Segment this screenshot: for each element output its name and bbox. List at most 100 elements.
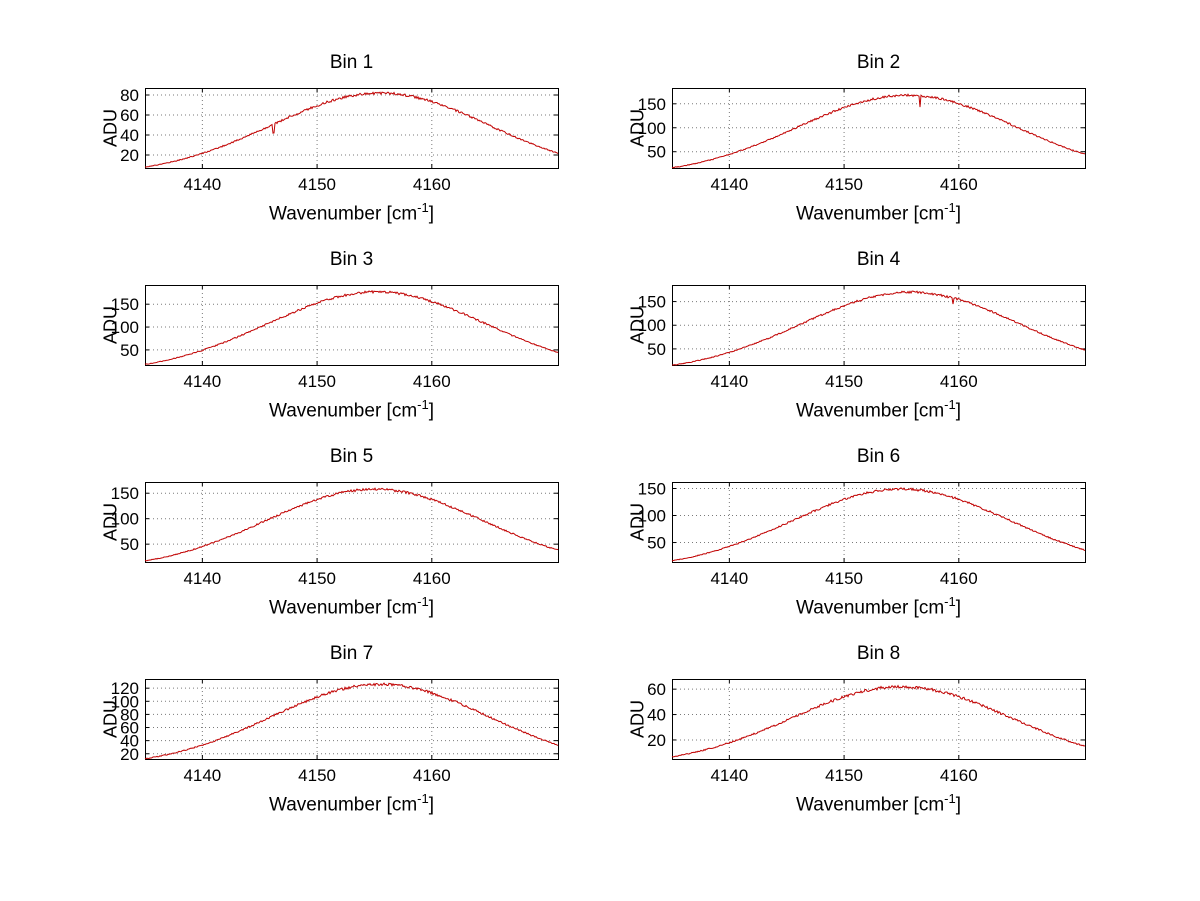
y-tick-label: 150 bbox=[638, 293, 666, 312]
y-tick-label: 100 bbox=[638, 507, 666, 526]
x-axis-label-text: Wavenumber [cm bbox=[795, 203, 945, 225]
x-tick-label: 4150 bbox=[825, 175, 863, 194]
x-tick-label: 4160 bbox=[940, 372, 978, 391]
x-tick-label: 4160 bbox=[940, 766, 978, 785]
subplot-bin-8: Bin 8 ADU 4140 4150 4160 20 40 60 Wavenumber … bbox=[592, 641, 1122, 833]
x-axis-label-close: ] bbox=[428, 794, 434, 816]
x-tick-label: 4160 bbox=[413, 372, 451, 391]
x-tick-label: 4140 bbox=[710, 175, 748, 194]
x-axis-label: Wavenumber [cm-1] bbox=[145, 200, 558, 225]
x-tick-label: 4150 bbox=[298, 175, 336, 194]
x-tick-label: 4150 bbox=[825, 569, 863, 588]
spectrum-curve bbox=[671, 684, 1086, 758]
y-tick-label: 100 bbox=[638, 316, 666, 335]
y-tick-label: 50 bbox=[647, 143, 666, 162]
subplot-bin-7: Bin 7 ADU 4140 4150 4160 20 40 60 80 100 120 Wav… bbox=[65, 641, 595, 833]
plot-area: 4140 4150 4160 20 40 60 bbox=[647, 679, 1086, 785]
x-axis-label-exponent: -1 bbox=[944, 200, 956, 215]
x-axis-label-close: ] bbox=[428, 597, 434, 619]
plot-area: 4140 4150 4160 50 100 150 bbox=[638, 285, 1086, 391]
x-axis-label-exponent: -1 bbox=[417, 594, 429, 609]
plot-area: 4140 4150 4160 50 100 150 bbox=[111, 482, 559, 588]
x-tick-label: 4150 bbox=[825, 372, 863, 391]
subplot-bin-2: Bin 2 ADU 4140 4150 4160 50 100 150 Wavenumbe… bbox=[592, 50, 1122, 242]
x-tick-label: 4140 bbox=[710, 766, 748, 785]
y-tick-label: 150 bbox=[638, 95, 666, 114]
y-tick-label: 60 bbox=[120, 106, 139, 125]
x-axis-label-close: ] bbox=[428, 203, 434, 225]
x-axis-label: Wavenumber [cm-1] bbox=[145, 594, 558, 619]
y-tick-label: 80 bbox=[120, 86, 139, 105]
spectrum-curve bbox=[144, 487, 559, 562]
plot-title: Bin 6 bbox=[856, 446, 901, 467]
spectrum-curve bbox=[144, 91, 559, 168]
y-tick-label: 20 bbox=[120, 745, 139, 764]
x-tick-label: 4140 bbox=[183, 175, 221, 194]
y-tick-label: 20 bbox=[647, 731, 666, 750]
x-axis-label: Wavenumber [cm-1] bbox=[145, 791, 558, 816]
x-tick-label: 4150 bbox=[298, 766, 336, 785]
x-tick-label: 4140 bbox=[183, 372, 221, 391]
spectrum-curve bbox=[671, 487, 1086, 562]
plot-title: Bin 8 bbox=[856, 643, 901, 664]
x-axis-label: Wavenumber [cm-1] bbox=[672, 200, 1085, 225]
x-axis-label-text: Wavenumber [cm bbox=[795, 794, 945, 816]
y-tick-label: 60 bbox=[120, 719, 139, 738]
y-tick-label: 120 bbox=[111, 679, 139, 698]
x-tick-label: 4150 bbox=[825, 766, 863, 785]
subplot-bin-4: Bin 4 ADU 4140 4150 4160 50 100 150 Wavenumbe… bbox=[592, 247, 1122, 439]
x-axis-label-exponent: -1 bbox=[944, 791, 956, 806]
x-axis-label-exponent: -1 bbox=[417, 791, 429, 806]
x-axis-label-text: Wavenumber [cm bbox=[795, 597, 945, 619]
plot-area: 4140 4150 4160 50 100 150 bbox=[111, 285, 559, 391]
y-tick-label: 50 bbox=[120, 535, 139, 554]
y-tick-label: 50 bbox=[647, 534, 666, 553]
subplot-bin-3: Bin 3 ADU 4140 4150 4160 50 100 150 Wavenumbe… bbox=[65, 247, 595, 439]
plot-area: 4140 4150 4160 50 100 150 bbox=[638, 88, 1086, 194]
plot-title: Bin 1 bbox=[329, 52, 374, 73]
x-axis-label-text: Wavenumber [cm bbox=[268, 597, 418, 619]
x-tick-label: 4140 bbox=[710, 372, 748, 391]
x-axis-label: Wavenumber [cm-1] bbox=[672, 791, 1085, 816]
y-tick-label: 60 bbox=[647, 680, 666, 699]
plot-title: Bin 2 bbox=[856, 52, 901, 73]
y-tick-label: 100 bbox=[111, 692, 139, 711]
x-axis-label-exponent: -1 bbox=[417, 397, 429, 412]
x-tick-label: 4160 bbox=[413, 175, 451, 194]
subplot-bin-5: Bin 5 ADU 4140 4150 4160 50 100 150 Wavenumbe… bbox=[65, 444, 595, 636]
x-axis-label: Wavenumber [cm-1] bbox=[672, 594, 1085, 619]
x-tick-label: 4140 bbox=[183, 766, 221, 785]
y-tick-label: 150 bbox=[111, 484, 139, 503]
x-axis-label-text: Wavenumber [cm bbox=[268, 794, 418, 816]
y-tick-label: 40 bbox=[120, 126, 139, 145]
plot-area: 4140 4150 4160 50 100 150 bbox=[638, 479, 1086, 588]
x-tick-label: 4160 bbox=[940, 175, 978, 194]
x-axis-label-close: ] bbox=[955, 203, 961, 225]
y-tick-label: 80 bbox=[120, 705, 139, 724]
y-tick-label: 100 bbox=[111, 510, 139, 529]
x-tick-label: 4160 bbox=[413, 766, 451, 785]
x-axis-label-exponent: -1 bbox=[417, 200, 429, 215]
x-tick-label: 4160 bbox=[940, 569, 978, 588]
spectrum-curve bbox=[671, 93, 1086, 169]
spectrum-curve bbox=[144, 682, 559, 760]
spectrum-curve bbox=[672, 290, 1086, 366]
x-axis-label-exponent: -1 bbox=[944, 397, 956, 412]
spectrum-curve bbox=[144, 289, 559, 365]
x-axis-label-exponent: -1 bbox=[944, 594, 956, 609]
x-tick-label: 4160 bbox=[413, 569, 451, 588]
x-axis-label-close: ] bbox=[955, 400, 961, 422]
y-tick-label: 150 bbox=[111, 295, 139, 314]
x-axis-label: Wavenumber [cm-1] bbox=[672, 397, 1085, 422]
x-tick-label: 4150 bbox=[298, 569, 336, 588]
x-axis-label-close: ] bbox=[955, 794, 961, 816]
y-tick-label: 50 bbox=[647, 340, 666, 359]
x-axis-label-close: ] bbox=[428, 400, 434, 422]
x-axis-label-text: Wavenumber [cm bbox=[795, 400, 945, 422]
y-tick-label: 40 bbox=[647, 706, 666, 725]
plot-title: Bin 5 bbox=[329, 446, 374, 467]
y-tick-label: 50 bbox=[120, 341, 139, 360]
